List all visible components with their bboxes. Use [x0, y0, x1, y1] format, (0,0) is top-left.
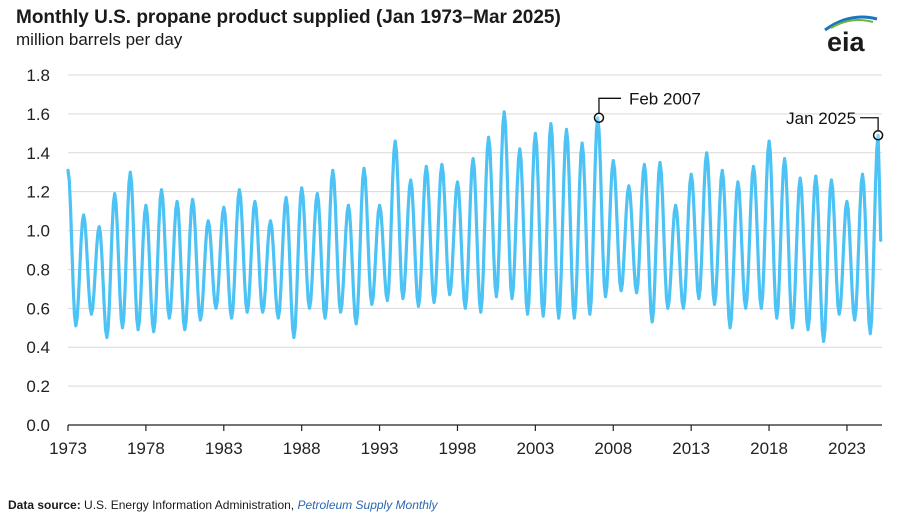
x-axis-ticks: 1973 1978 1983 1988 1993 1998 2003 2008 2013 2018…	[49, 425, 866, 458]
x-tick-label: 1988	[283, 439, 321, 458]
x-tick-label: 2023	[828, 439, 866, 458]
x-tick-label: 2013	[672, 439, 710, 458]
annotation-marker	[872, 130, 884, 141]
x-tick-label: 2018	[750, 439, 788, 458]
x-tick-label: 1993	[361, 439, 399, 458]
y-tick-label: 0.8	[26, 260, 50, 279]
y-tick-label: 0.2	[26, 377, 50, 396]
y-tick-label: 0.0	[26, 416, 50, 435]
y-tick-label: 0.4	[26, 338, 50, 357]
x-tick-label: 1978	[127, 439, 165, 458]
series-line-propane	[66, 110, 883, 343]
y-tick-label: 1.2	[26, 183, 50, 202]
x-tick-label: 1998	[439, 439, 477, 458]
annotation-feb-2007: Feb 2007	[593, 89, 701, 124]
y-tick-label: 1.4	[26, 144, 50, 163]
y-tick-label: 1.6	[26, 105, 50, 124]
eia-logo-text: eia	[827, 27, 866, 54]
y-axis-ticks: 0.0 0.2 0.4 0.6 0.8 1.0 1.2 1.4 1.6 1.8	[26, 66, 50, 435]
x-tick-label: 1983	[205, 439, 243, 458]
y-tick-label: 1.8	[26, 66, 50, 85]
y-tick-label: 1.0	[26, 222, 50, 241]
chart-title: Monthly U.S. propane product supplied (J…	[16, 7, 561, 28]
eia-logo: eia	[824, 15, 878, 54]
annotation-jan-2025: Jan 2025	[786, 109, 884, 141]
data-source: Data source: U.S. Energy Information Adm…	[8, 498, 438, 512]
x-tick-label: 2003	[516, 439, 554, 458]
chart-subtitle: million barrels per day	[16, 30, 183, 49]
x-tick-label: 2008	[594, 439, 632, 458]
annotation-label: Feb 2007	[629, 89, 701, 108]
data-source-publication-link[interactable]: Petroleum Supply Monthly	[297, 498, 438, 512]
x-tick-label: 1973	[49, 439, 87, 458]
data-source-org: U.S. Energy Information Administration,	[84, 498, 295, 512]
data-source-label: Data source:	[8, 498, 81, 512]
annotation-label: Jan 2025	[786, 109, 856, 128]
annotation-marker	[593, 112, 605, 124]
annotations: Feb 2007 Jan 2025	[593, 89, 884, 141]
y-tick-label: 0.6	[26, 299, 50, 318]
